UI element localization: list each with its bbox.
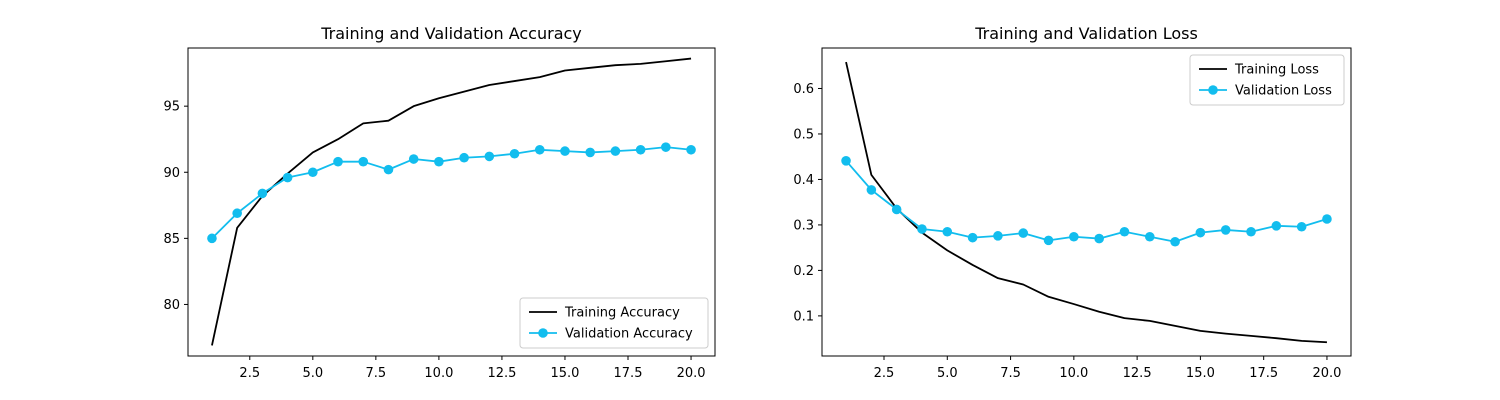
data-point (1119, 226, 1130, 237)
legend-marker-swatch (1208, 85, 1218, 95)
data-point (282, 172, 293, 183)
data-point (1043, 235, 1054, 246)
x-tick-label: 20.0 (677, 366, 706, 381)
data-point (1220, 225, 1231, 235)
data-point (585, 147, 595, 158)
data-point (383, 164, 394, 175)
y-tick-label: 0.5 (793, 127, 814, 142)
legend-box (519, 297, 709, 349)
legend: Training Accuracy Validation Accuracy (519, 297, 709, 349)
y-tick-label: 80 (163, 298, 180, 313)
data-point (560, 146, 570, 156)
data-point (967, 232, 978, 243)
legend-entry-1: Training Accuracy (529, 306, 680, 321)
x-tick-label: 15.0 (1186, 366, 1215, 381)
y-tick-label: 0.2 (793, 264, 814, 279)
y-tick-label: 90 (163, 166, 180, 181)
data-point (635, 144, 646, 155)
data-point (1195, 227, 1206, 238)
y-tick-label: 95 (163, 100, 180, 115)
data-point (484, 151, 495, 162)
x-tick-label: 15.0 (550, 366, 579, 381)
data-point (1018, 228, 1029, 238)
legend-marker-swatch (538, 328, 548, 338)
data-point (942, 226, 953, 237)
data-point (1069, 231, 1079, 242)
data-point (1094, 233, 1104, 244)
data-point (534, 144, 545, 155)
data-point (509, 148, 520, 159)
data-point (358, 156, 369, 167)
data-point (1144, 231, 1155, 242)
series-line-1 (211, 57, 692, 346)
legend-box (1189, 54, 1345, 106)
legend-label: Training Loss (1234, 63, 1319, 78)
chart-title: Training and Validation Loss (974, 24, 1198, 43)
chart-title: Training and Validation Accuracy (320, 24, 582, 43)
x-tick-label: 7.5 (366, 366, 387, 381)
data-point (232, 208, 242, 219)
x-tick-label: 10.0 (424, 366, 453, 381)
legend-label: Validation Loss (1235, 84, 1332, 99)
series-line-2 (211, 146, 692, 239)
y-tick-label: 85 (163, 232, 180, 247)
data-point (257, 188, 268, 199)
legend-entry-2: Validation Loss (1199, 84, 1332, 99)
data-point (434, 156, 444, 167)
data-point (408, 154, 419, 164)
legend-label: Training Accuracy (564, 306, 680, 321)
chart-1: Training and Validation Accuracy 2.5 5.0 7.… (163, 24, 716, 381)
data-point (686, 144, 696, 155)
data-point (207, 233, 217, 244)
x-tick-label: 2.5 (239, 366, 260, 381)
legend-entry-1: Training Loss (1199, 63, 1319, 78)
data-point (333, 156, 343, 167)
data-point (841, 155, 851, 166)
y-tick-label: 0.4 (793, 173, 814, 188)
x-tick-label: 5.0 (937, 366, 958, 381)
data-point (917, 224, 927, 234)
data-point (1271, 221, 1282, 231)
legend-label: Validation Accuracy (565, 327, 693, 342)
data-point (1170, 236, 1180, 247)
data-point (1322, 214, 1332, 224)
legend-entry-2: Validation Accuracy (529, 327, 693, 342)
x-tick-label: 17.5 (1249, 366, 1278, 381)
data-point (1246, 226, 1256, 237)
x-tick-label: 12.5 (1123, 366, 1152, 381)
data-point (610, 146, 621, 156)
data-point (1296, 221, 1307, 232)
data-point (459, 152, 469, 163)
legend: Training Loss Validation Loss (1189, 54, 1345, 106)
plot-frame (821, 47, 1352, 357)
chart-2: Training and Validation Loss 2.5 5.0 7.5 10.… (793, 24, 1352, 381)
x-tick-label: 17.5 (614, 366, 643, 381)
series-line-1 (845, 61, 1327, 344)
x-tick-label: 12.5 (487, 366, 516, 381)
data-point (866, 185, 877, 195)
data-point (661, 142, 671, 152)
data-point (993, 231, 1003, 241)
y-tick-label: 0.6 (793, 82, 814, 97)
x-tick-label: 2.5 (874, 366, 895, 381)
data-point (891, 204, 902, 215)
x-tick-label: 20.0 (1312, 366, 1341, 381)
data-point (308, 167, 318, 178)
plot-frame (187, 47, 716, 357)
x-tick-label: 7.5 (1000, 366, 1021, 381)
x-tick-label: 10.0 (1059, 366, 1088, 381)
y-tick-label: 0.1 (793, 309, 814, 324)
y-tick-label: 0.3 (793, 218, 814, 233)
x-tick-label: 5.0 (302, 366, 323, 381)
